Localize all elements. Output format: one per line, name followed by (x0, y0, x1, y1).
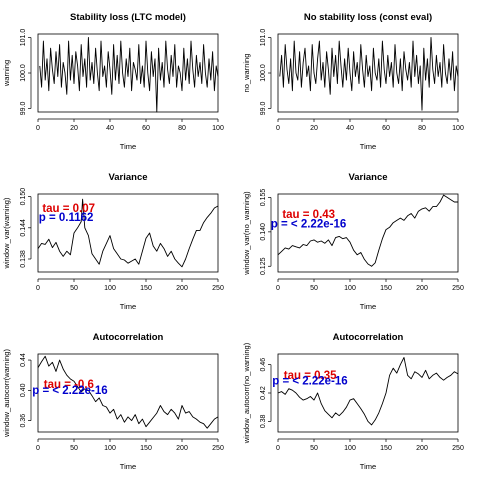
chart-title: Variance (348, 172, 387, 183)
y-tick-label: 100.0 (260, 64, 267, 82)
x-tick-label: 50 (70, 445, 78, 452)
y-tick-label: 100.0 (20, 64, 27, 82)
x-tick-label: 200 (416, 445, 428, 452)
x-tick-label: 80 (418, 125, 426, 132)
stat-annotation: p = < 2.22e-16 (271, 218, 346, 230)
chart-title: Autocorrelation (93, 332, 164, 343)
y-tick-label: 101.0 (20, 29, 27, 47)
y-tick-label: 0.155 (260, 189, 267, 207)
x-tick-label: 40 (346, 125, 354, 132)
panel-4: Variance 0 50 100 150 200 250 Time 0.125 0.140 0.1… (242, 172, 464, 311)
y-tick-label: 0.144 (20, 219, 27, 237)
stat-annotation: p = < 2.22e-16 (32, 385, 107, 397)
x-tick-label: 50 (70, 285, 78, 292)
x-tick-label: 150 (380, 285, 392, 292)
x-tick-label: 60 (142, 125, 150, 132)
x-tick-label: 250 (452, 285, 464, 292)
stat-annotation: p = < 2.22e-16 (272, 375, 347, 387)
x-tick-label: 0 (36, 445, 40, 452)
panel-2: No stability loss (const eval) 0 20 40 60 80 1… (242, 12, 464, 151)
y-axis-label: no_warning (242, 54, 251, 93)
x-tick-label: 100 (452, 125, 464, 132)
x-axis-label: Time (120, 462, 136, 471)
x-axis-label: Time (360, 462, 376, 471)
series-line (39, 37, 219, 113)
series-line (277, 194, 458, 267)
x-tick-label: 0 (276, 125, 280, 132)
y-tick-label: 0.44 (20, 353, 27, 367)
x-tick-label: 60 (382, 125, 390, 132)
plot-frame (277, 33, 459, 113)
stat-annotation: tau = 0.35 (284, 370, 337, 382)
x-tick-label: 150 (380, 445, 392, 452)
x-tick-label: 80 (178, 125, 186, 132)
chart-title: Stability loss (LTC model) (70, 12, 186, 23)
y-tick-label: 0.36 (20, 414, 27, 428)
y-tick-label: 0.38 (260, 414, 267, 428)
y-tick-label: 0.40 (20, 383, 27, 397)
stat-annotation: tau = -0.6 (44, 379, 94, 391)
x-tick-label: 200 (416, 285, 428, 292)
chart-title: No stability loss (const eval) (304, 12, 432, 23)
x-tick-label: 150 (140, 285, 152, 292)
y-tick-label: 0.42 (260, 386, 267, 400)
y-axis-label: window_var(warning) (2, 197, 11, 269)
chart-title: Variance (108, 172, 147, 183)
series-line (279, 37, 459, 111)
x-tick-label: 100 (212, 125, 224, 132)
chart-title: Autocorrelation (333, 332, 404, 343)
x-tick-label: 100 (104, 445, 116, 452)
x-tick-label: 250 (212, 445, 224, 452)
x-tick-label: 250 (452, 445, 464, 452)
y-tick-label: 0.140 (260, 223, 267, 241)
y-axis-label: warning (2, 60, 11, 87)
x-tick-label: 0 (36, 125, 40, 132)
y-axis-label: window_autocorr(no_warning) (242, 342, 251, 444)
series-line (37, 355, 219, 429)
x-axis-label: Time (360, 142, 376, 151)
plot-frame (277, 193, 459, 273)
panel-1: Stability loss (LTC model) 0 20 40 60 80 100 Ti… (2, 12, 224, 151)
plot-frame (37, 353, 219, 433)
x-tick-label: 50 (310, 445, 318, 452)
x-tick-label: 0 (276, 285, 280, 292)
x-tick-label: 100 (344, 445, 356, 452)
x-tick-label: 50 (310, 285, 318, 292)
y-tick-label: 101.0 (260, 29, 267, 47)
y-tick-label: 0.150 (20, 188, 27, 206)
panel-6: Autocorrelation 0 50 100 150 200 250 Time 0.38 0.… (242, 332, 464, 471)
y-tick-label: 0.46 (260, 358, 267, 372)
plot-frame (37, 33, 219, 113)
x-tick-label: 250 (212, 285, 224, 292)
x-axis-label: Time (120, 302, 136, 311)
x-tick-label: 200 (176, 285, 188, 292)
x-tick-label: 20 (70, 125, 78, 132)
y-tick-label: 99.0 (260, 102, 267, 116)
x-tick-label: 100 (104, 285, 116, 292)
plot-frame (277, 353, 459, 433)
series-line (277, 357, 459, 426)
x-tick-label: 20 (310, 125, 318, 132)
x-tick-label: 150 (140, 445, 152, 452)
y-tick-label: 0.125 (260, 257, 267, 275)
x-axis-label: Time (120, 142, 136, 151)
stat-annotation: tau = 0.43 (282, 209, 335, 221)
stat-annotation: tau = 0.07 (42, 203, 95, 215)
x-tick-label: 40 (106, 125, 114, 132)
x-tick-label: 200 (176, 445, 188, 452)
series-line (37, 198, 219, 268)
panel-3: Variance 0 50 100 150 200 250 Time 0.138 0.144 0.1… (2, 172, 224, 311)
y-axis-label: window_autocorr(warning) (2, 349, 11, 438)
x-tick-label: 0 (276, 445, 280, 452)
panel-5: Autocorrelation 0 50 100 150 200 250 Time 0.36 0.… (2, 332, 224, 471)
x-tick-label: 0 (36, 285, 40, 292)
x-axis-label: Time (360, 302, 376, 311)
plot-frame (37, 193, 219, 273)
y-axis-label: window_var(no_warning) (242, 191, 251, 276)
x-tick-label: 100 (344, 285, 356, 292)
y-tick-label: 99.0 (20, 102, 27, 116)
y-tick-label: 0.138 (20, 250, 27, 268)
stat-annotation: p = 0.1162 (39, 212, 94, 224)
